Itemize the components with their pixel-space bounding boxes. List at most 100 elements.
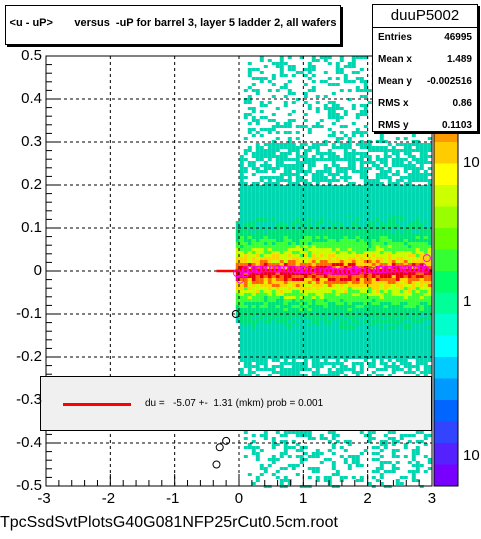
heatmap-cell xyxy=(395,305,400,308)
y-tick-label: 0 xyxy=(33,262,42,279)
heatmap-cell xyxy=(423,251,428,254)
heatmap-cell xyxy=(315,209,320,212)
heatmap-cell xyxy=(251,182,256,185)
heatmap-cell xyxy=(371,293,376,296)
heatmap-cell xyxy=(347,191,352,194)
heatmap-cell xyxy=(255,353,260,356)
heatmap-cell xyxy=(243,278,248,281)
heatmap-cell xyxy=(359,281,364,284)
heatmap-cell xyxy=(327,77,332,80)
heatmap-cell xyxy=(339,194,344,197)
heatmap-cell xyxy=(263,335,268,338)
heatmap-cell xyxy=(395,293,400,296)
heatmap-cell xyxy=(423,308,428,311)
heatmap-cell xyxy=(363,281,368,284)
heatmap-cell xyxy=(347,98,352,101)
heatmap-cell xyxy=(299,290,304,293)
heatmap-cell xyxy=(399,143,404,146)
heatmap-cell xyxy=(243,248,248,251)
heatmap-cell xyxy=(287,344,292,347)
heatmap-cell xyxy=(299,197,304,200)
heatmap-cell xyxy=(387,251,392,254)
heatmap-cell xyxy=(395,221,400,224)
heatmap-cell xyxy=(399,320,404,323)
heatmap-cell xyxy=(339,275,344,278)
heatmap-cell xyxy=(379,362,384,365)
heatmap-cell xyxy=(347,308,352,311)
heatmap-cell xyxy=(323,332,328,335)
heatmap-cell xyxy=(363,350,368,353)
heatmap-cell xyxy=(351,461,356,464)
heatmap-cell xyxy=(419,314,424,317)
heatmap-cell xyxy=(343,74,348,77)
heatmap-cell xyxy=(235,293,240,296)
heatmap-cell xyxy=(395,350,400,353)
heatmap-cell xyxy=(411,236,416,239)
heatmap-cell xyxy=(255,122,260,125)
heatmap-cell xyxy=(379,344,384,347)
heatmap-cell xyxy=(415,302,420,305)
heatmap-cell xyxy=(391,452,396,455)
heatmap-cell xyxy=(303,254,308,257)
heatmap-cell xyxy=(331,227,336,230)
heatmap-cell xyxy=(287,272,292,275)
heatmap-cell xyxy=(303,170,308,173)
heatmap-cell xyxy=(347,260,352,263)
heatmap-cell xyxy=(235,254,240,257)
heatmap-cell xyxy=(259,155,264,158)
heatmap-cell xyxy=(291,248,296,251)
heatmap-cell xyxy=(339,281,344,284)
heatmap-cell xyxy=(319,365,324,368)
heatmap-cell xyxy=(307,284,312,287)
heatmap-cell xyxy=(291,329,296,332)
heatmap-cell xyxy=(279,218,284,221)
heatmap-cell xyxy=(299,320,304,323)
heatmap-cell xyxy=(407,248,412,251)
heatmap-cell xyxy=(275,137,280,140)
heatmap-cell xyxy=(411,245,416,248)
heatmap-cell xyxy=(243,320,248,323)
heatmap-cell xyxy=(415,140,420,143)
heatmap-cell xyxy=(239,185,244,188)
heatmap-cell xyxy=(295,179,300,182)
x-tick-label: 2 xyxy=(363,490,372,507)
heatmap-cell xyxy=(375,149,380,152)
heatmap-cell xyxy=(419,356,424,359)
heatmap-cell xyxy=(323,362,328,365)
heatmap-cell xyxy=(371,338,376,341)
heatmap-cell xyxy=(403,446,408,449)
heatmap-cell xyxy=(303,341,308,344)
heatmap-cell xyxy=(235,299,240,302)
heatmap-cell xyxy=(291,431,296,434)
heatmap-cell xyxy=(311,200,316,203)
heatmap-cell xyxy=(267,293,272,296)
heatmap-cell xyxy=(283,206,288,209)
heatmap-cell xyxy=(275,476,280,479)
heatmap-cell xyxy=(279,296,284,299)
heatmap-cell xyxy=(311,233,316,236)
palette-cell xyxy=(434,357,458,379)
heatmap-cell xyxy=(411,353,416,356)
heatmap-cell xyxy=(403,275,408,278)
heatmap-cell xyxy=(375,230,380,233)
heatmap-cell xyxy=(243,329,248,332)
heatmap-cell xyxy=(315,179,320,182)
heatmap-cell xyxy=(299,125,304,128)
heatmap-cell xyxy=(395,365,400,368)
heatmap-cell xyxy=(263,245,268,248)
heatmap-cell xyxy=(283,443,288,446)
heatmap-cell xyxy=(363,449,368,452)
heatmap-cell xyxy=(387,350,392,353)
heatmap-cell xyxy=(359,134,364,137)
heatmap-cell xyxy=(383,356,388,359)
heatmap-cell xyxy=(335,317,340,320)
heatmap-cell xyxy=(363,212,368,215)
heatmap-cell xyxy=(315,335,320,338)
heatmap-cell xyxy=(419,218,424,221)
heatmap-cell xyxy=(363,56,368,59)
heatmap-cell xyxy=(375,164,380,167)
heatmap-cell xyxy=(391,326,396,329)
heatmap-cell xyxy=(359,464,364,467)
heatmap-cell xyxy=(311,197,316,200)
heatmap-cell xyxy=(311,290,316,293)
